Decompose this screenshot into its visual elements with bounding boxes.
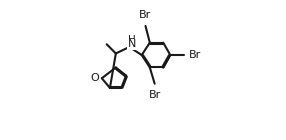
Text: Br: Br (139, 10, 152, 20)
Text: Br: Br (189, 50, 201, 60)
Text: N: N (128, 39, 136, 49)
Text: H: H (128, 35, 136, 45)
Text: Br: Br (148, 90, 161, 100)
Text: O: O (90, 73, 99, 83)
